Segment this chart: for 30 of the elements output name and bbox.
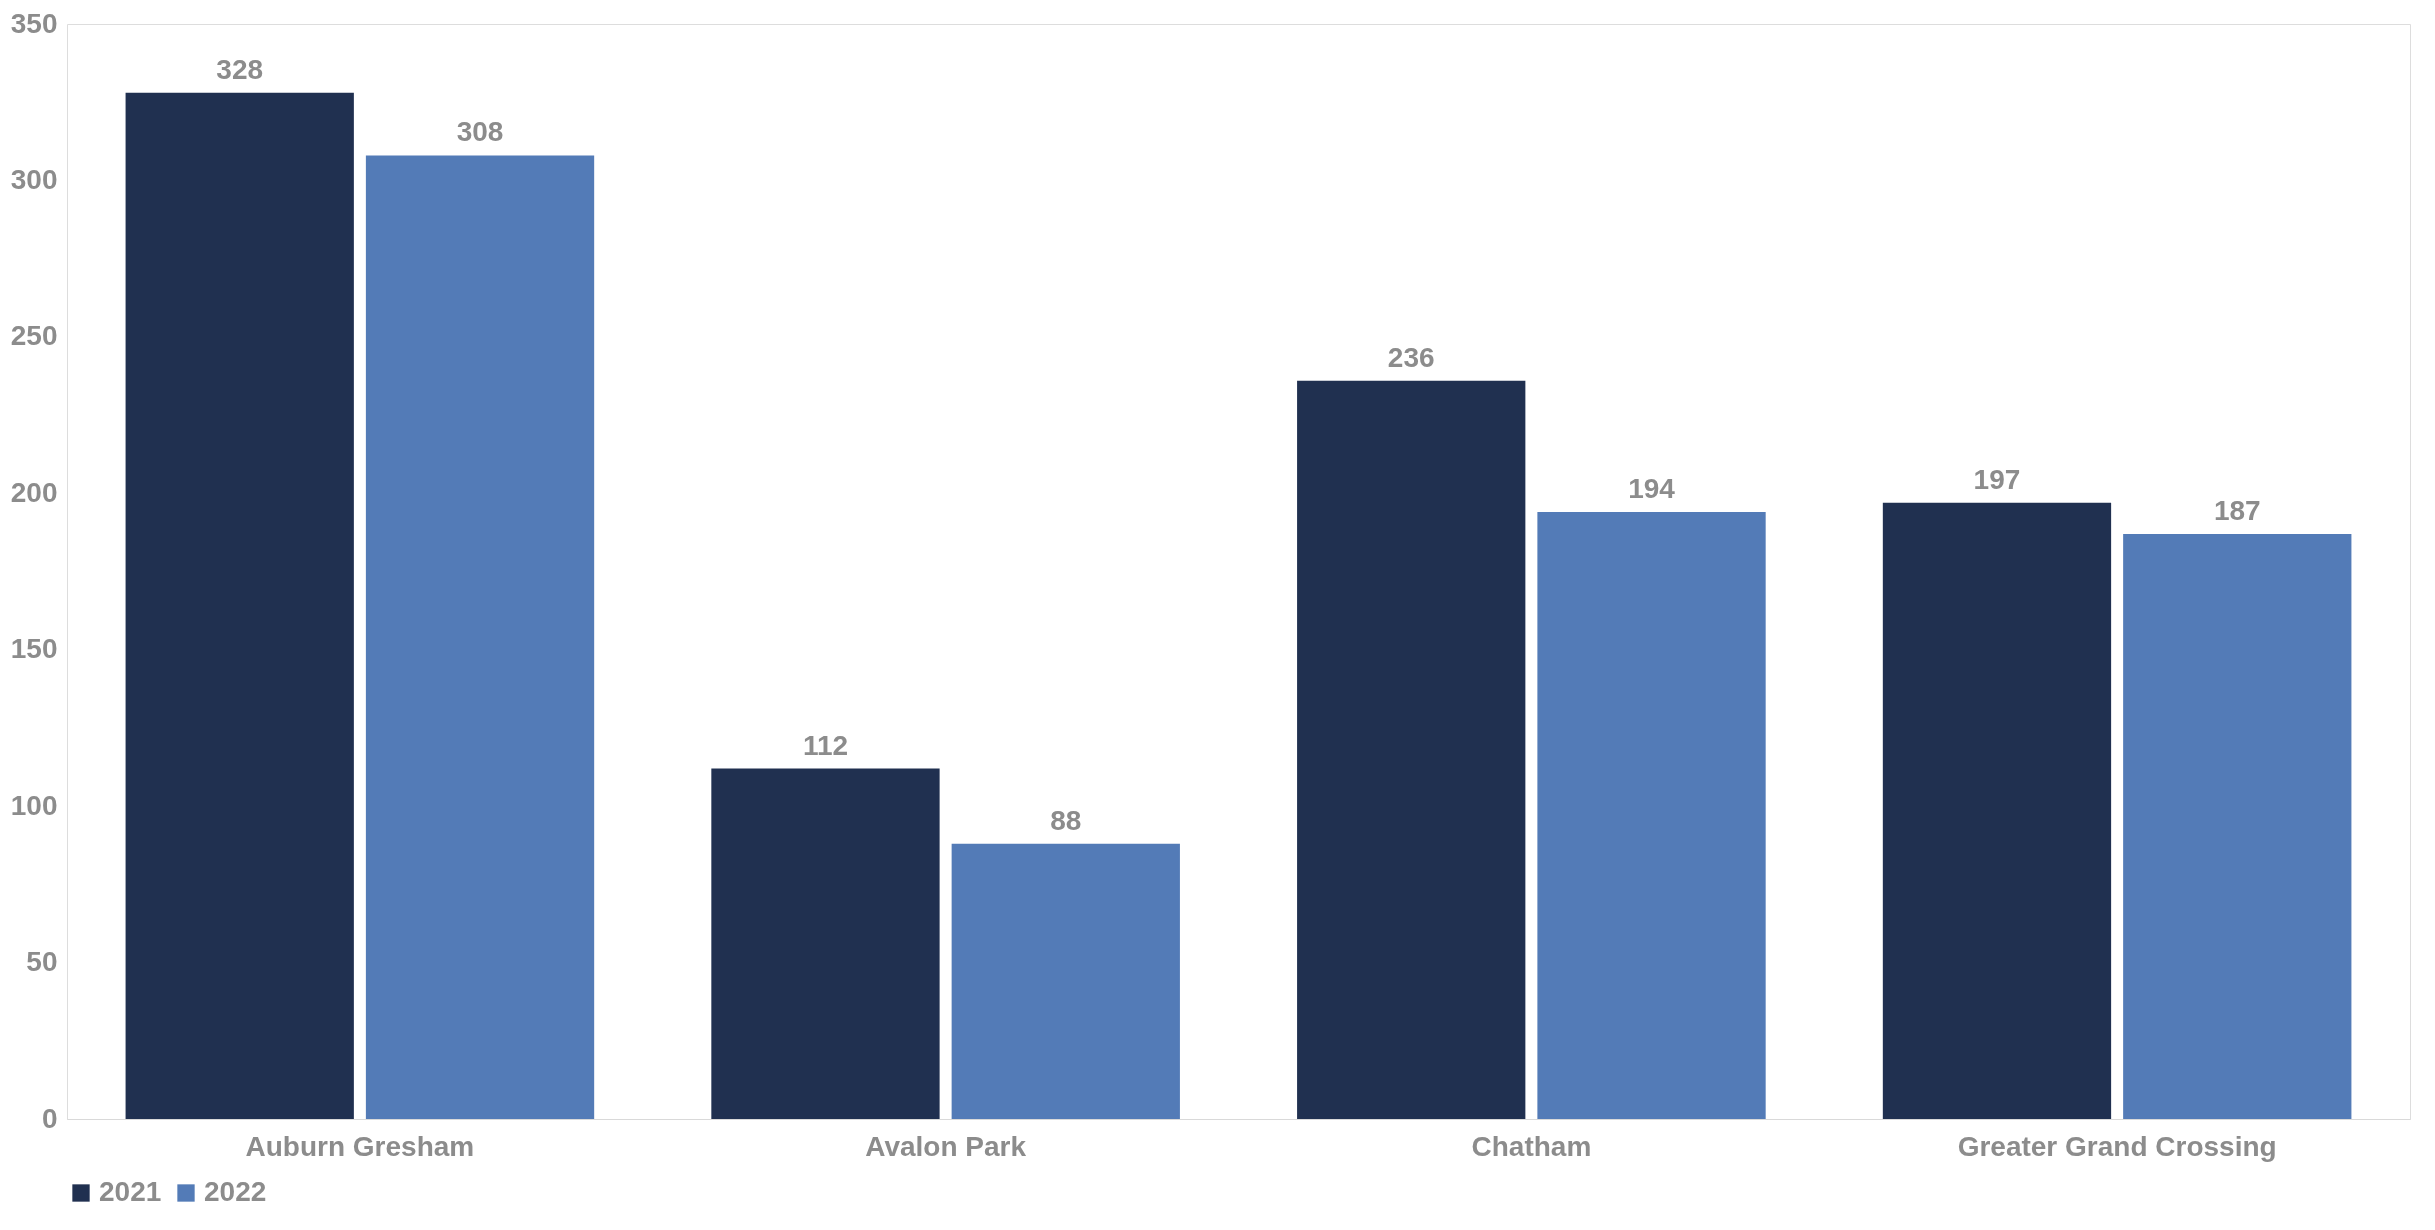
bar	[125, 92, 354, 1119]
data-label: 197	[1973, 463, 2021, 495]
y-tick-label: 350	[10, 7, 58, 39]
x-tick-label: Avalon Park	[865, 1130, 1027, 1162]
bar	[1882, 502, 2112, 1119]
x-tick-label: Chatham	[1471, 1130, 1592, 1162]
y-tick-label: 300	[10, 163, 58, 195]
bar	[365, 155, 595, 1119]
data-label: 112	[802, 729, 849, 761]
legend-label: 2022	[204, 1176, 267, 1207]
data-label: 328	[216, 53, 264, 85]
data-label: 88	[1050, 804, 1082, 836]
y-tick-label: 200	[10, 476, 58, 508]
legend-label: 2021	[99, 1176, 162, 1207]
y-tick-label: 0	[41, 1102, 58, 1134]
y-tick-label: 50	[26, 946, 58, 978]
data-label: 308	[456, 116, 504, 148]
data-label: 236	[1387, 341, 1435, 373]
y-tick-label: 250	[10, 320, 58, 352]
bar	[951, 843, 1180, 1119]
bar	[1297, 380, 1526, 1119]
y-tick-label: 150	[10, 633, 58, 665]
data-label: 194	[1628, 473, 1676, 505]
data-label: 187	[2213, 494, 2261, 526]
bar	[1537, 512, 1766, 1119]
bar	[711, 768, 940, 1119]
y-tick-label: 100	[10, 789, 58, 821]
x-tick-label: Greater Grand Crossing	[1957, 1130, 2277, 1162]
bar	[2123, 533, 2352, 1119]
x-tick-label: Auburn Gresham	[245, 1130, 475, 1162]
